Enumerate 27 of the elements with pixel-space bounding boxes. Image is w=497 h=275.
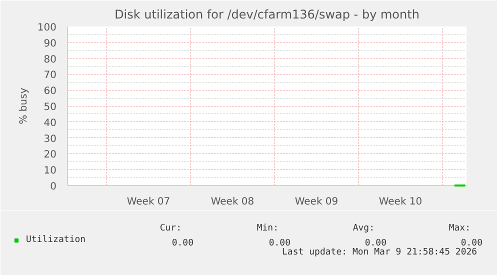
y-tick-label: 80 [44,54,57,66]
x-tick-label: Week 08 [210,196,254,208]
text: 0.00 [364,238,387,248]
y-tick-label: 40 [44,118,57,129]
x-tick-label: Week 10 [378,196,422,208]
text: Max: [448,224,471,234]
text: 0.00 [268,238,291,248]
y-tick-label: 30 [44,134,57,145]
x-tick-label: Week 09 [294,196,338,208]
text: Avg: [352,224,375,234]
y-tick-label: 90 [44,38,57,50]
y-tick-label: 50 [44,102,57,113]
y-tick-label: 70 [44,70,57,82]
y-tick-label: 0 [50,182,57,192]
x-tick-label: Week 07 [126,196,170,208]
text: Last update: Mon Mar 9 21:58:45 2026 [282,248,478,258]
text: Cur: [160,224,182,234]
y-axis-title: % busy [18,88,30,124]
text: Min: [256,224,279,234]
y-tick-label: 100 [37,22,57,34]
chart-title: Disk utilization for /dev/cfarm136/swap - by month [114,8,420,22]
text: 0.00 [460,238,483,248]
legend-label: Utilization [26,235,86,245]
y-tick-label: 10 [44,166,57,177]
text: 0.00 [172,238,194,248]
y-tick-label: 20 [44,150,57,161]
y-tick-label: 60 [44,86,57,98]
